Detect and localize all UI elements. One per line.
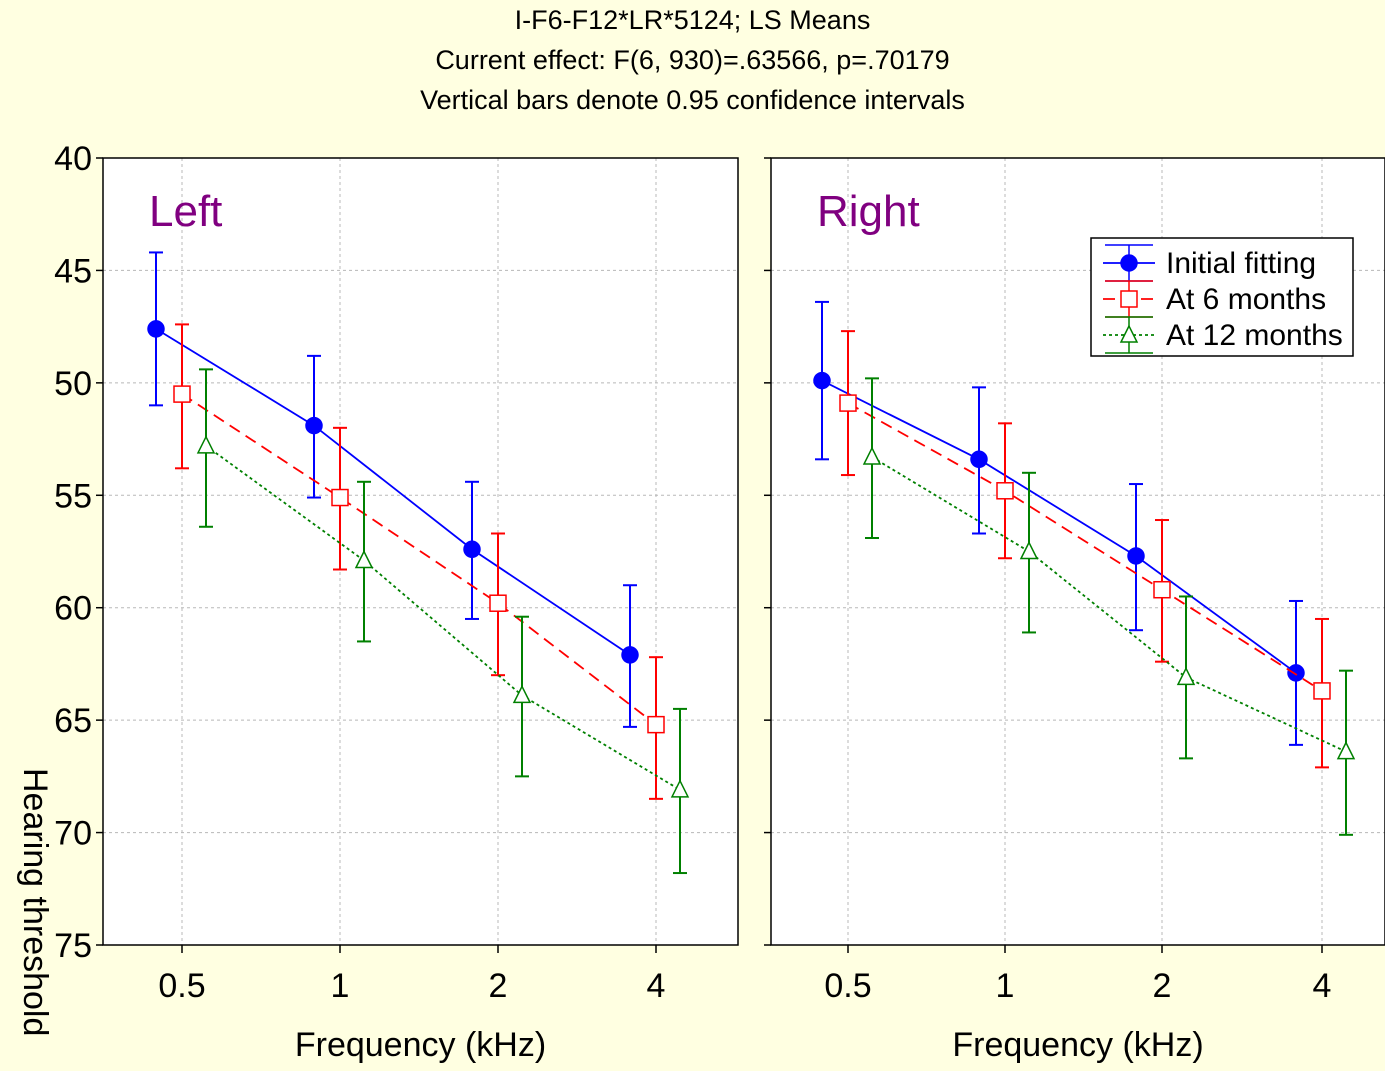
series-at-6-months — [839, 330, 1331, 769]
legend-label: At 6 months — [1166, 283, 1326, 316]
data-point — [647, 715, 665, 734]
legend-marker — [1120, 254, 1138, 272]
panel-title: Right — [817, 187, 920, 236]
data-point — [839, 394, 857, 412]
series-at-6-months — [173, 323, 665, 800]
data-point — [305, 416, 323, 435]
data-point — [489, 594, 507, 612]
data-point — [1313, 682, 1331, 700]
data-point — [1336, 740, 1356, 760]
plot-frame — [770, 157, 1385, 946]
data-point — [670, 779, 690, 798]
data-point — [1287, 664, 1305, 682]
y-tick-label: 70 — [54, 815, 92, 853]
y-tick-label: 45 — [54, 252, 92, 290]
x-axis-label: Frequency (kHz) — [295, 1026, 546, 1064]
panel-title: Left — [149, 187, 222, 236]
y-tick-label: 75 — [54, 927, 92, 965]
y-axis-label: Hearing threshold — [16, 768, 54, 1036]
y-axis-tick-labels: 40 45 50 55 60 65 70 75 — [54, 140, 92, 965]
series-line — [205, 445, 681, 791]
data-point — [331, 488, 349, 507]
legend-label: At 12 months — [1166, 319, 1343, 352]
series-line — [871, 456, 1347, 753]
legend-label: Initial fitting — [1166, 247, 1316, 280]
data-point — [147, 320, 165, 338]
data-point — [354, 549, 374, 569]
x-tick-label: 4 — [647, 967, 666, 1005]
series-line — [155, 328, 631, 656]
series-line — [821, 379, 1297, 674]
x-tick-label: 0.5 — [824, 967, 871, 1005]
series-initial-fitting — [147, 251, 639, 728]
y-tick-label: 60 — [54, 590, 92, 628]
data-point — [196, 435, 216, 454]
panel-left: 0.5 1 2 4 Frequency (kHz) Left — [96, 157, 739, 1064]
x-tick-label: 2 — [489, 967, 508, 1005]
x-tick-label: 0.5 — [158, 967, 205, 1005]
data-point — [1019, 540, 1039, 560]
legend-marker — [1119, 324, 1139, 343]
x-tick-label: 4 — [1313, 967, 1332, 1005]
series-line — [181, 393, 657, 726]
x-tick-label: 2 — [1153, 967, 1172, 1005]
data-point — [970, 450, 988, 469]
data-point — [621, 646, 639, 664]
series-at-12-months — [862, 377, 1356, 836]
chart-subtitle-effect: Current effect: F(6, 930)=.63566, p=.701… — [435, 45, 950, 75]
data-point — [173, 385, 191, 403]
plot-frame — [102, 157, 739, 946]
data-point — [813, 371, 831, 390]
chart-titles: I-F6-F12*LR*5124; LS Means Current effec… — [0, 0, 1385, 120]
data-point — [862, 446, 882, 465]
y-tick-label: 50 — [54, 365, 92, 403]
data-point — [996, 482, 1014, 500]
x-axis-label: Frequency (kHz) — [952, 1026, 1203, 1064]
series-at-12-months — [196, 368, 690, 875]
y-tick-label: 55 — [54, 477, 92, 515]
chart-title: I-F6-F12*LR*5124; LS Means — [514, 5, 871, 35]
x-tick-label: 1 — [331, 967, 350, 1005]
y-tick-label: 40 — [54, 140, 92, 178]
series-line — [847, 402, 1323, 692]
data-point — [512, 684, 532, 704]
legend-marker — [1120, 290, 1138, 308]
series-initial-fitting — [813, 300, 1305, 746]
data-point — [1127, 547, 1145, 565]
data-point — [1176, 666, 1196, 686]
y-tick-label: 65 — [54, 702, 92, 740]
chart-subtitle-ci: Vertical bars denote 0.95 confidence int… — [420, 85, 965, 115]
data-point — [463, 540, 481, 559]
x-tick-label: 1 — [996, 967, 1015, 1005]
data-point — [1153, 580, 1171, 599]
